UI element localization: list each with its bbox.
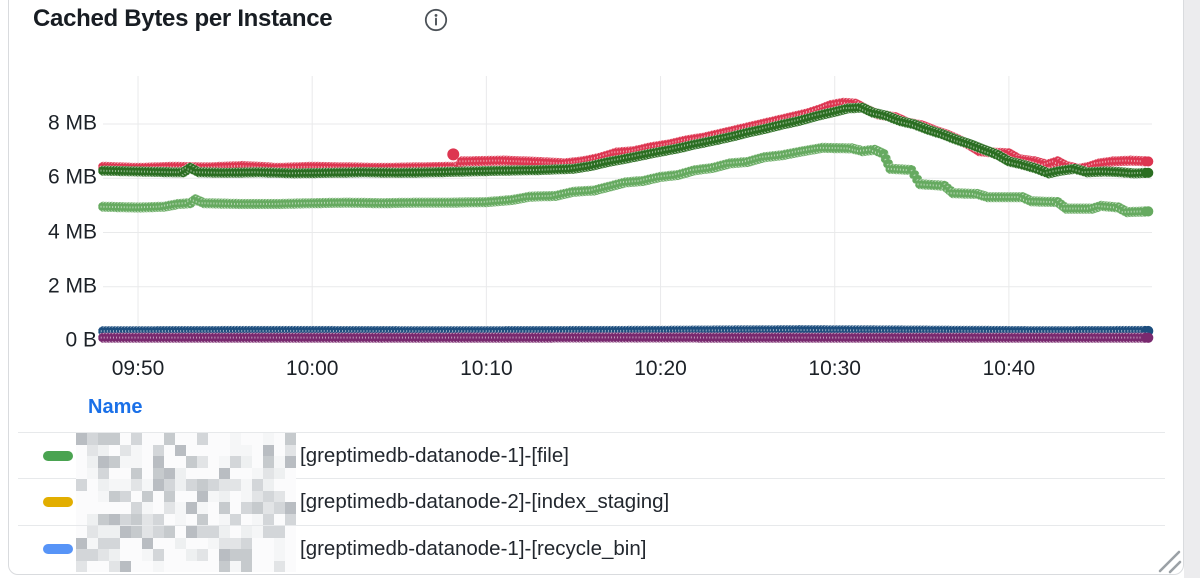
series-swatch	[43, 451, 73, 461]
x-tick-label: 10:10	[460, 357, 513, 380]
legend-divider	[18, 525, 1165, 526]
legend-series-name: [greptimedb-datanode-1]-[file]	[300, 444, 569, 467]
x-tick-label: 09:50	[111, 357, 165, 380]
redacted-instance-name	[76, 479, 296, 525]
y-tick-label: 4 MB	[47, 220, 97, 244]
series-swatch	[43, 544, 73, 554]
page-background	[1184, 0, 1200, 578]
y-tick-label: 0 B	[65, 328, 97, 352]
series-swatch	[43, 497, 73, 507]
x-tick-label: 10:00	[285, 357, 339, 380]
legend-name-header[interactable]: Name	[88, 396, 143, 418]
x-tick-label: 10:20	[634, 357, 687, 380]
chart-plot-area[interactable]	[105, 76, 1153, 342]
legend-series-name: [greptimedb-datanode-1]-[recycle_bin]	[300, 537, 647, 560]
legend-divider	[18, 432, 1165, 433]
x-tick-label: 10:30	[808, 357, 861, 380]
legend-series-name: [greptimedb-datanode-2]-[index_staging]	[300, 490, 670, 513]
info-icon[interactable]	[424, 8, 448, 32]
legend-row-file[interactable]: [greptimedb-datanode-1]-[file]	[0, 433, 1165, 479]
legend-row-index-staging[interactable]: [greptimedb-datanode-2]-[index_staging]	[0, 479, 1165, 525]
y-tick-label: 2 MB	[47, 274, 97, 298]
panel-title: Cached Bytes per Instance	[33, 5, 333, 32]
redacted-instance-name	[76, 526, 296, 572]
x-tick-label: 10:40	[982, 357, 1036, 380]
y-tick-label: 6 MB	[47, 165, 97, 189]
legend-divider	[18, 478, 1165, 479]
legend-row-recycle-bin[interactable]: [greptimedb-datanode-1]-[recycle_bin]	[0, 526, 1165, 575]
y-tick-label: 8 MB	[47, 111, 97, 135]
redacted-instance-name	[76, 433, 296, 479]
